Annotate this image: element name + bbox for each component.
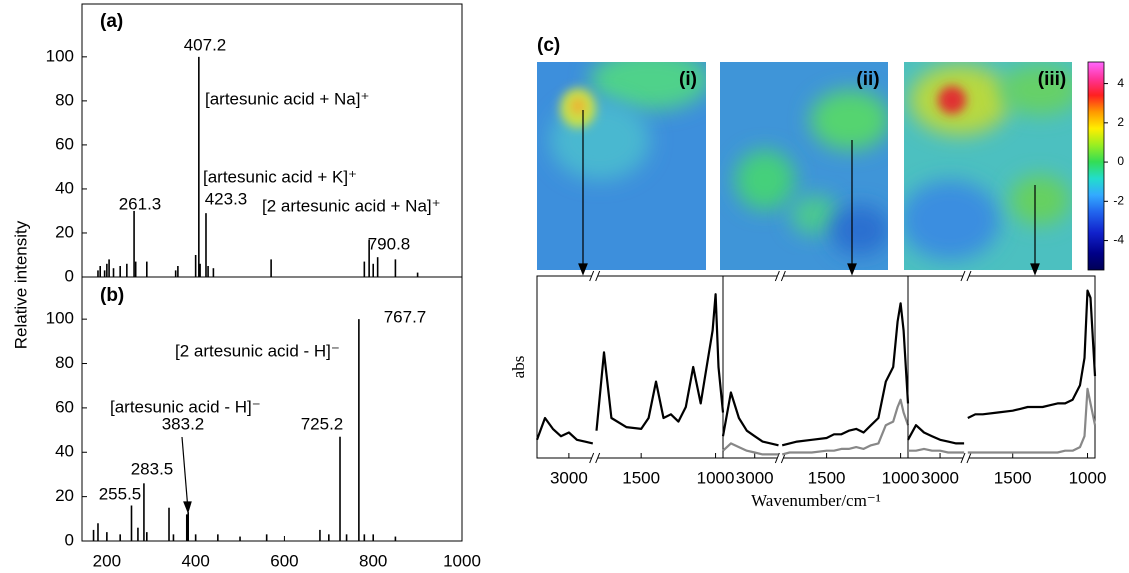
- plot-frame: [81, 276, 463, 542]
- axis-break: [960, 452, 966, 464]
- y-tick-label: 20: [55, 486, 74, 505]
- x-tick-label: 200: [93, 551, 121, 570]
- x-tick-label: 600: [270, 551, 298, 570]
- axis-break-gap: [962, 274, 969, 278]
- annotation: [artesunic acid + Na]⁺: [205, 89, 369, 108]
- peak-label: 407.2: [184, 35, 227, 54]
- colorbar-tick-label: -4: [1113, 233, 1124, 247]
- plot-frame: [722, 275, 909, 459]
- axis-break: [595, 270, 601, 282]
- map-ii: [720, 62, 888, 270]
- annotation: [2 artesunic acid - H]⁻: [175, 341, 340, 360]
- colorbar-tick-label: -2: [1113, 193, 1124, 207]
- panel-label: (b): [100, 285, 124, 306]
- axis-break: [595, 452, 601, 464]
- map-iii: [904, 62, 1072, 270]
- axis-break: [960, 270, 966, 282]
- panel-label: (c): [537, 35, 560, 56]
- y-tick-label: 100: [46, 46, 74, 65]
- arrows: [181, 110, 1040, 514]
- axis-break: [780, 270, 786, 282]
- x-tick-label: 1500: [808, 468, 846, 487]
- image-label: (iii): [1038, 69, 1067, 90]
- x-tick-label: 800: [359, 551, 387, 570]
- peak-label: 767.7: [384, 307, 427, 326]
- axis-break-gap: [962, 456, 969, 460]
- x-tick-label: 1500: [994, 468, 1032, 487]
- peak-label: 383.2: [162, 414, 205, 433]
- axis-break: [966, 452, 972, 464]
- axis-break: [589, 270, 595, 282]
- x-axis-label: Wavenumber/cm⁻¹: [751, 491, 881, 510]
- x-tick-label: 3000: [550, 468, 588, 487]
- axis-break-gap: [591, 274, 598, 278]
- colorbar-tick-label: 2: [1117, 115, 1124, 129]
- annotation: [artesunic acid - H]⁻: [110, 397, 261, 416]
- y-axis-label: abs: [509, 356, 528, 379]
- y-tick-label: 60: [55, 397, 74, 416]
- spectrum: [721, 302, 910, 447]
- plot-frame: [536, 275, 724, 459]
- annotation: [2 artesunic acid + Na]⁺: [262, 196, 441, 215]
- y-tick-label: 100: [46, 309, 74, 328]
- x-tick-label: 400: [181, 551, 209, 570]
- spectrum: [722, 398, 910, 456]
- axis-break: [966, 270, 972, 282]
- axis-break: [774, 270, 780, 282]
- y-tick-label: 0: [65, 266, 74, 285]
- map-i: [537, 62, 706, 270]
- y-tick-label: 20: [55, 222, 74, 241]
- y-tick-label: 80: [55, 90, 74, 109]
- peak-label: 423.3: [205, 189, 248, 208]
- image-label: (i): [679, 69, 697, 90]
- x-tick-label: 1500: [622, 468, 660, 487]
- x-tick-label: 1000: [882, 468, 920, 487]
- y-tick-label: 80: [55, 353, 74, 372]
- colorbar-tick-label: 0: [1117, 154, 1124, 168]
- x-tick-label: 3000: [736, 468, 774, 487]
- annotation: [artesunic acid + K]⁺: [203, 167, 357, 186]
- y-tick-label: 40: [55, 442, 74, 461]
- x-tick-label: 3000: [921, 468, 959, 487]
- spectrum: [907, 289, 1097, 445]
- image-label: (ii): [856, 69, 879, 90]
- y-axis-label: Relative intensity: [11, 220, 30, 349]
- y-tick-label: 60: [55, 134, 74, 153]
- peak-label: 261.3: [119, 194, 162, 213]
- y-tick-label: 0: [65, 530, 74, 549]
- y-tick-label: 40: [55, 178, 74, 197]
- axis-break-gap: [591, 456, 598, 460]
- axis-break-gap: [777, 274, 784, 278]
- peak-label: 283.5: [131, 459, 174, 478]
- peak-label: 790.8: [368, 234, 411, 253]
- axis-break: [774, 452, 780, 464]
- panel-label: (a): [100, 11, 123, 32]
- spectrum: [908, 387, 1097, 454]
- x-tick-label: 1000: [443, 551, 481, 570]
- peak-label: 255.5: [99, 484, 142, 503]
- colorbar-tick-label: 4: [1117, 76, 1124, 90]
- plot-frame: [907, 275, 1096, 459]
- axis-break-gap: [777, 456, 784, 460]
- peak-label: 725.2: [301, 414, 344, 433]
- spectrum: [535, 293, 725, 445]
- colorbar: [1087, 61, 1105, 271]
- axis-break: [589, 452, 595, 464]
- x-tick-label: 1000: [697, 468, 735, 487]
- x-tick-label: 1000: [1069, 468, 1107, 487]
